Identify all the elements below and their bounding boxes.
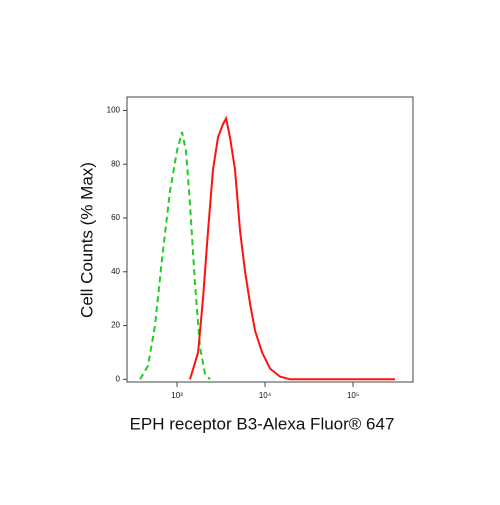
y-tick-label: 40: [111, 267, 120, 276]
y-tick-label: 20: [111, 321, 120, 330]
y-axis-label: Cell Counts (% Max): [77, 162, 96, 318]
x-axis-label: EPH receptor B3-Alexa Fluor® 647: [130, 414, 395, 433]
y-tick-label: 80: [111, 159, 120, 168]
histogram-line: [139, 131, 211, 380]
y-tick-label: 100: [107, 106, 121, 115]
y-tick-label: 0: [116, 374, 121, 383]
plot-frame: [126, 96, 414, 383]
x-tick-label: 10⁵: [347, 391, 359, 400]
x-tick-label: 10⁴: [259, 391, 272, 400]
y-tick-label: 60: [111, 213, 120, 222]
x-tick-label: 10³: [171, 391, 183, 400]
histogram-line: [189, 115, 395, 381]
